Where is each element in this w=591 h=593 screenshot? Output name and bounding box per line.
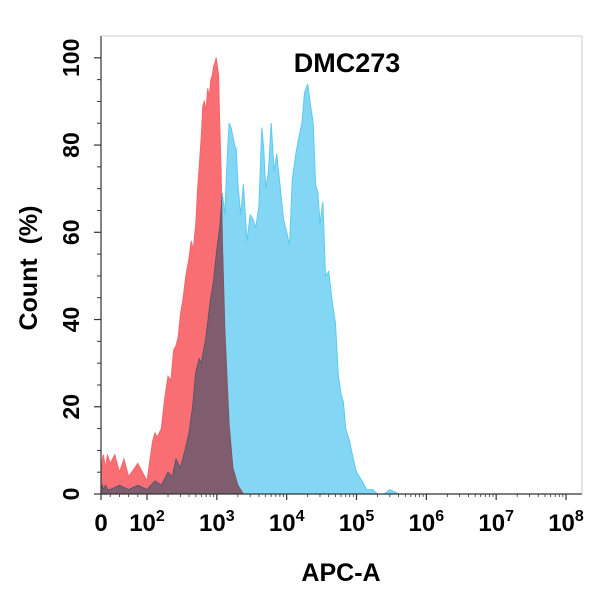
y-tick-label: 20 (58, 394, 84, 420)
x-tick-label: 106 (409, 508, 445, 537)
series-layer (100, 57, 439, 495)
x-tick-label: 107 (478, 508, 514, 537)
x-tick-label: 108 (548, 508, 584, 537)
x-tick-label: 0 (94, 510, 107, 537)
x-tick-label: 103 (199, 508, 235, 537)
y-tick-label: 0 (58, 488, 84, 501)
x-axis-title: APC-A (301, 559, 380, 587)
x-tick-label: 102 (129, 508, 165, 537)
x-tick-label: 104 (269, 508, 305, 537)
chart-title: DMC273 (294, 48, 401, 78)
histogram-series-2 (100, 83, 439, 495)
axes-layer (100, 35, 583, 495)
x-tick-label: 105 (339, 508, 375, 537)
y-tick-label: 80 (58, 132, 84, 158)
ticks-layer: 0 20 40 60 80 100 0 102 103 104 105 106 107 108 (58, 39, 584, 537)
y-tick-label: 60 (58, 219, 84, 245)
y-tick-label: 40 (58, 307, 84, 333)
y-tick-label: 100 (58, 39, 84, 77)
y-axis-title: Count (%) (15, 206, 43, 331)
